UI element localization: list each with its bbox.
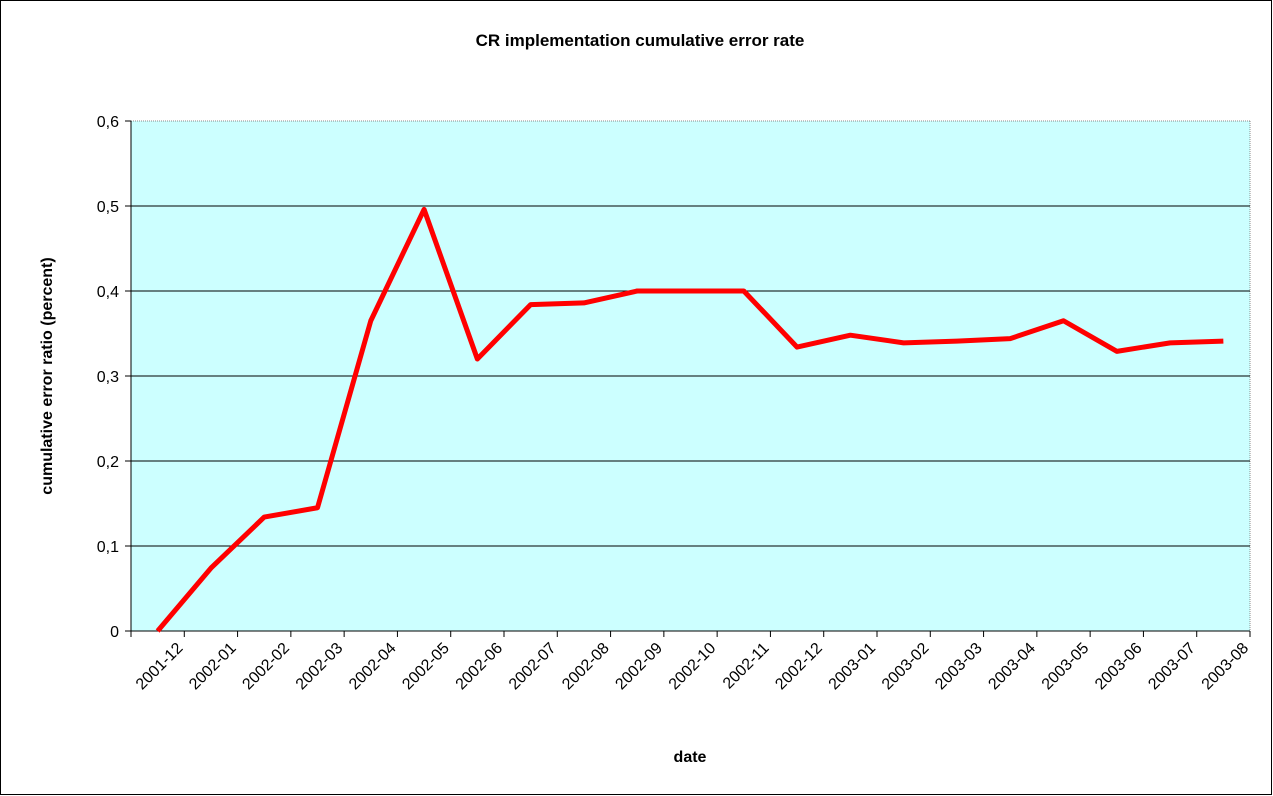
data-line (155, 206, 1224, 633)
y-tick-label: 0,2 (97, 454, 119, 471)
y-tick-label: 0,6 (97, 114, 119, 131)
chart-title: CR implementation cumulative error rate (476, 31, 805, 50)
y-tick-label: 0,5 (97, 199, 119, 216)
y-axis-label: cumulative error ratio (percent) (39, 257, 56, 494)
y-tick-label: 0 (110, 624, 119, 641)
x-axis-label: date (674, 749, 707, 766)
y-tick-label: 0,1 (97, 539, 119, 556)
y-tick-label: 0,4 (97, 284, 119, 301)
y-tick-label: 0,3 (97, 369, 119, 386)
